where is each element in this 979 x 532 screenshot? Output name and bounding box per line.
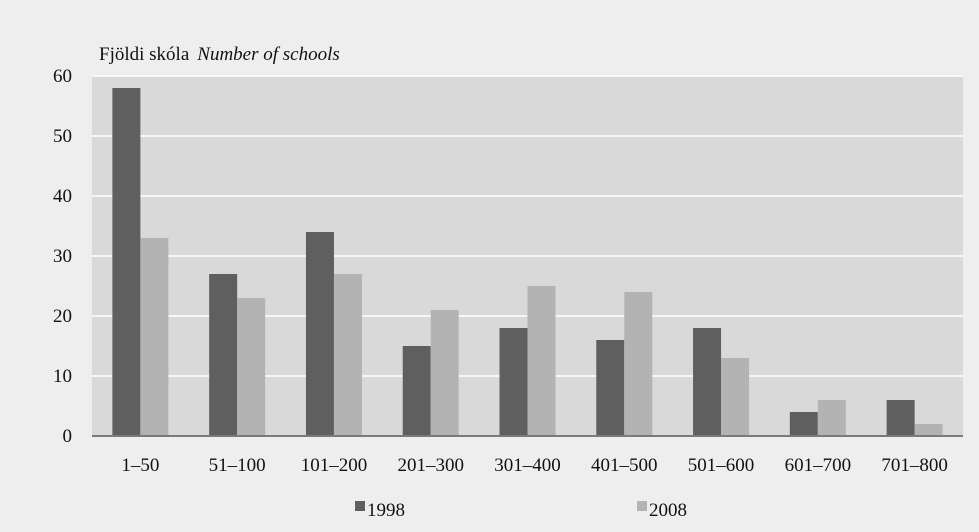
x-tick-label: 601–700 — [785, 455, 852, 476]
legend-swatch-2008 — [637, 501, 647, 511]
y-tick-label: 40 — [53, 186, 72, 207]
bar-2008-51–100 — [237, 298, 266, 436]
legend-label-2008: 2008 — [649, 500, 687, 521]
x-tick-label: 401–500 — [591, 455, 658, 476]
x-tick-label: 501–600 — [688, 455, 755, 476]
y-tick-label: 0 — [63, 426, 73, 447]
bar-2008-201–300 — [430, 310, 459, 436]
x-tick-label: 301–400 — [494, 455, 561, 476]
x-tick-label: 201–300 — [397, 455, 464, 476]
x-tick-label: 51–100 — [209, 455, 266, 476]
y-tick-label: 30 — [53, 246, 72, 267]
y-axis-label-en: Number of schools — [196, 44, 340, 65]
legend: 1998 2008 — [355, 500, 687, 521]
x-tick-label: 101–200 — [301, 455, 368, 476]
y-tick-label: 50 — [53, 126, 72, 147]
y-tick-label: 60 — [53, 66, 72, 87]
bar-1998-301–400 — [499, 328, 528, 436]
bar-2008-501–600 — [721, 358, 750, 436]
x-tick-label: 701–800 — [881, 455, 948, 476]
bar-1998-701–800 — [886, 400, 915, 436]
x-tick-labels: 1–50 51–100 101–200 201–300 301–400 401–500 50… — [121, 455, 947, 476]
bar-2008-301–400 — [527, 286, 556, 436]
y-tick-label: 10 — [53, 366, 72, 387]
bar-1998-601–700 — [789, 412, 818, 436]
bar-2008-601–700 — [817, 400, 846, 436]
bar-2008-1–50 — [140, 238, 169, 436]
bar-2008-401–500 — [624, 292, 653, 436]
bar-1998-1–50 — [112, 88, 141, 436]
x-tick-label: 1–50 — [121, 455, 159, 476]
bar-2008-101–200 — [333, 274, 362, 436]
bar-2008-701–800 — [914, 424, 943, 436]
y-axis-label-is: Fjöldi skóla — [99, 44, 190, 65]
bars — [112, 88, 943, 436]
legend-swatch-1998 — [355, 501, 365, 511]
y-axis-label: Fjöldi skóla Number of schools — [99, 44, 340, 65]
bar-1998-201–300 — [402, 346, 431, 436]
y-tick-labels: 0 10 20 30 40 50 60 — [53, 66, 72, 447]
y-tick-label: 20 — [53, 306, 72, 327]
bar-1998-51–100 — [209, 274, 238, 436]
bar-1998-401–500 — [596, 340, 625, 436]
legend-label-1998: 1998 — [367, 500, 405, 521]
bar-1998-101–200 — [305, 232, 334, 436]
bar-1998-501–600 — [693, 328, 722, 436]
